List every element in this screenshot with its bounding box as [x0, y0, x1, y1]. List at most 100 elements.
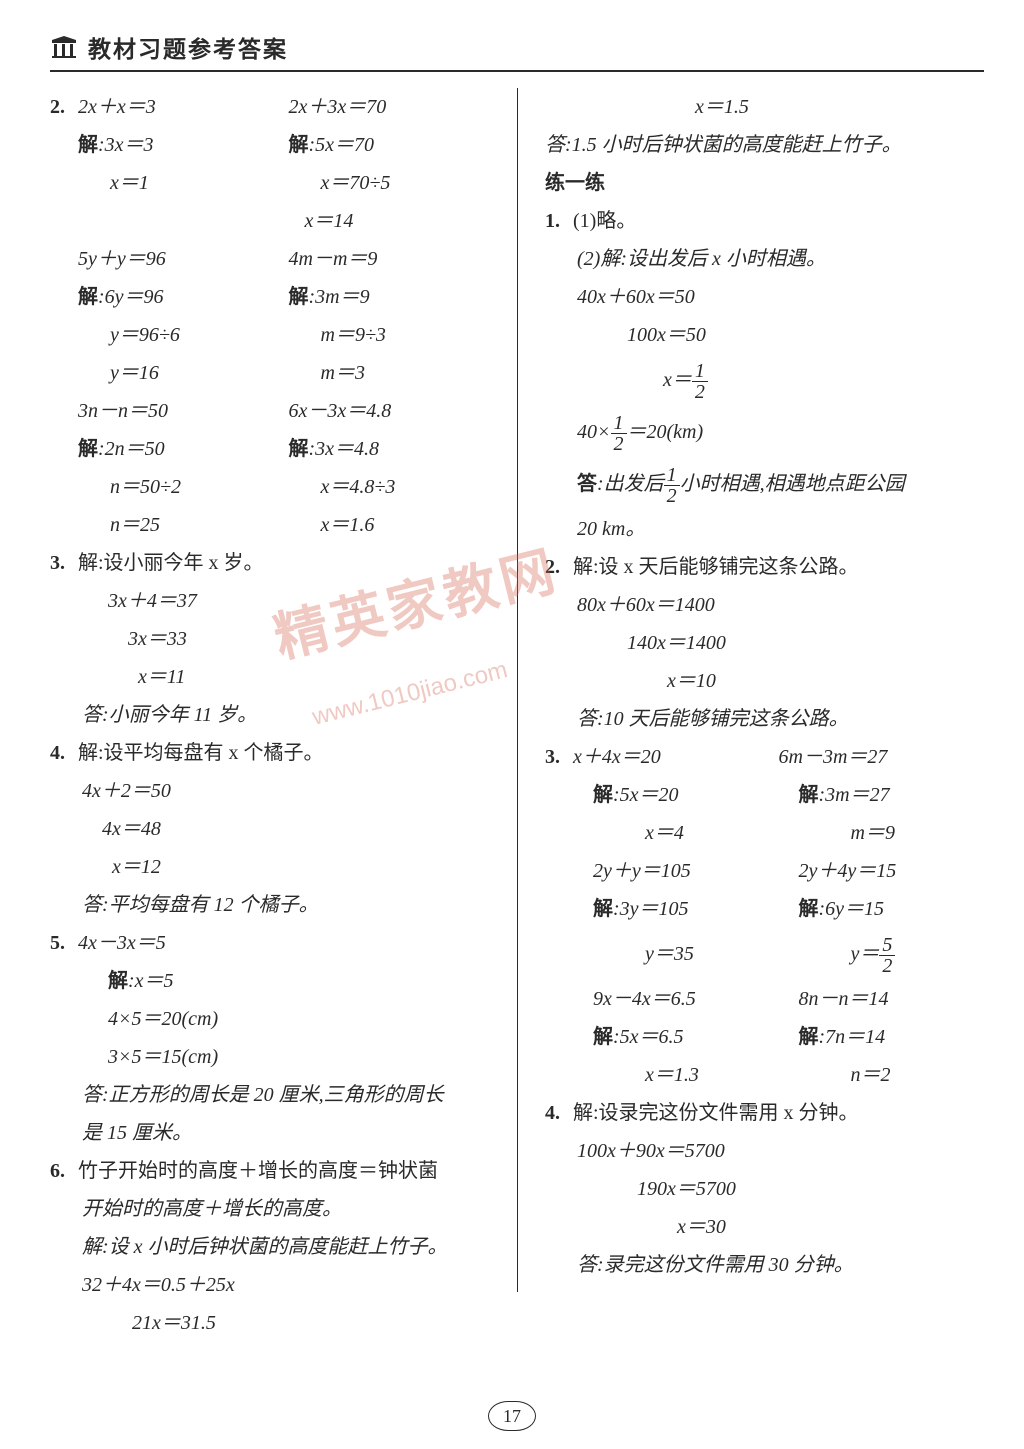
eq: y＝96÷6	[78, 316, 289, 354]
qnum: 4.	[545, 1094, 573, 1132]
eq: 6m－3m＝27	[779, 738, 985, 776]
column-divider	[517, 88, 518, 1292]
eq: 3n－n＝50	[78, 392, 289, 430]
eq: n＝25	[78, 506, 289, 544]
eq: x＝1.3	[573, 1056, 779, 1094]
eq: 3×5＝15(cm)	[50, 1038, 499, 1076]
qnum-6: 6.	[50, 1152, 78, 1190]
answer: 答:10 天后能够铺完这条公路。	[545, 700, 984, 738]
eq: x＝30	[545, 1208, 984, 1246]
qnum-2: 2.	[50, 88, 78, 126]
problem-4: 4.解:设平均每盘有 x 个橘子。	[50, 734, 499, 772]
eq: 40×	[577, 421, 611, 443]
problem-3: 3.解:设小丽今年 x 岁。	[50, 544, 499, 582]
text: (2)解:设出发后 x 小时相遇。	[545, 240, 984, 278]
eq: x＝11	[50, 658, 499, 696]
frac-n: 1	[664, 465, 680, 486]
text: 解:设 x 小时后钟状菌的高度能赶上竹子。	[50, 1228, 499, 1266]
eq: y＝	[851, 943, 880, 965]
eq: x＝1	[78, 164, 289, 202]
section-heading: 练一练	[545, 164, 984, 202]
columns: 2. 2x＋x＝32x＋3x＝70 解解:3x＝3:3x＝3解:5x＝70 x＝…	[50, 88, 984, 1342]
frac-n: 5	[879, 935, 895, 956]
eq-row: n＝25x＝1.6	[50, 506, 499, 544]
eq: x＝4.8÷3	[289, 468, 500, 506]
eq: x＝14	[273, 202, 500, 240]
eq-row: 解:2n＝50解:3x＝4.8	[50, 430, 499, 468]
page-header: 教材习题参考答案	[50, 30, 984, 72]
eq-row: x＝1x＝70÷5	[50, 164, 499, 202]
page-number: 17	[488, 1401, 536, 1431]
eq: n＝2	[779, 1056, 985, 1094]
answer: 答:出发后12小时相遇,相遇地点距公园	[545, 458, 984, 510]
r-problem-2: 2.解:设 x 天后能够铺完这条公路。	[545, 548, 984, 586]
eq: 4m－m＝9	[289, 240, 500, 278]
text: (1)略。	[573, 202, 636, 240]
right-column: x＝1.5 答:1.5 小时后钟状菌的高度能赶上竹子。 练一练 1.(1)略。 …	[517, 88, 984, 1342]
gate-icon	[50, 36, 78, 58]
eq: x＝4	[573, 814, 779, 852]
eq: 40×12＝20(km)	[545, 406, 984, 458]
text: 解:设录完这份文件需用 x 分钟。	[573, 1094, 859, 1132]
eq: 3x＝33	[50, 620, 499, 658]
eq: x＝	[663, 369, 692, 391]
answer: 是 15 厘米。	[50, 1114, 499, 1152]
eq: 140x＝1400	[545, 624, 984, 662]
r-problem-4: 4.解:设录完这份文件需用 x 分钟。	[545, 1094, 984, 1132]
answer: 20 km。	[545, 510, 984, 548]
answer: 答:正方形的周长是 20 厘米,三角形的周长	[50, 1076, 499, 1114]
eq: 6x－3x＝4.8	[289, 392, 500, 430]
frac-d: 2	[879, 956, 895, 976]
text: 解:设小丽今年 x 岁。	[78, 544, 264, 582]
eq: 4x＝48	[50, 810, 499, 848]
qnum-5: 5.	[50, 924, 78, 962]
eq: y＝16	[78, 354, 289, 392]
eq-row: n＝50÷2x＝4.8÷3	[50, 468, 499, 506]
eq: 4×5＝20(cm)	[50, 1000, 499, 1038]
eq: 190x＝5700	[545, 1170, 984, 1208]
eq: ＝20(km)	[627, 421, 704, 443]
eq: x＝12	[50, 848, 499, 886]
eq-row: 3n－n＝506x－3x＝4.8	[50, 392, 499, 430]
eq: y＝35	[573, 928, 779, 980]
problem-2: 2. 2x＋x＝32x＋3x＝70	[50, 88, 499, 126]
eq-row: x＝4m＝9	[545, 814, 984, 852]
eq: 解:x＝5	[50, 962, 499, 1000]
answer: 答:1.5 小时后钟状菌的高度能赶上竹子。	[545, 126, 984, 164]
problem-5: 5.4x－3x＝5	[50, 924, 499, 962]
answer: 答:平均每盘有 12 个橘子。	[50, 886, 499, 924]
eq-row: 2y＋y＝1052y＋4y＝15	[545, 852, 984, 890]
frac-d: 2	[611, 434, 627, 454]
eq: 21x＝31.5	[50, 1304, 499, 1342]
left-column: 2. 2x＋x＝32x＋3x＝70 解解:3x＝3:3x＝3解:5x＝70 x＝…	[50, 88, 517, 1342]
qnum-3: 3.	[50, 544, 78, 582]
qnum: 1.	[545, 202, 573, 240]
eq: 4x－3x＝5	[78, 924, 166, 962]
answer: 答:录完这份文件需用 30 分钟。	[545, 1246, 984, 1284]
eq: 100x＝50	[545, 316, 984, 354]
eq-row: 解:5x＝6.5解:7n＝14	[545, 1018, 984, 1056]
problem-6: 6.竹子开始时的高度＋增长的高度＝钟状菌	[50, 1152, 499, 1190]
eq: n＝50÷2	[78, 468, 289, 506]
eq-row: 5y＋y＝964m－m＝9	[50, 240, 499, 278]
qnum: 2.	[545, 548, 573, 586]
r-problem-3: 3. x＋4x＝206m－3m＝27	[545, 738, 984, 776]
frac-d: 2	[664, 486, 680, 506]
eq-row: x＝14	[50, 202, 499, 240]
eq: x＝1.5	[545, 88, 984, 126]
eq-row: 解解:3x＝3:3x＝3解:5x＝70	[50, 126, 499, 164]
text: 竹子开始时的高度＋增长的高度＝钟状菌	[78, 1152, 438, 1190]
text: 解:设 x 天后能够铺完这条公路。	[573, 548, 859, 586]
eq-row: y＝96÷6m＝9÷3	[50, 316, 499, 354]
eq-row: y＝16m＝3	[50, 354, 499, 392]
qnum: 3.	[545, 738, 573, 776]
frac-n: 1	[692, 361, 708, 382]
eq: m＝3	[289, 354, 500, 392]
r-problem-1: 1.(1)略。	[545, 202, 984, 240]
eq: x＝12	[545, 354, 984, 406]
eq: x＝70÷5	[289, 164, 500, 202]
eq-row: 解:3y＝105解:6y＝15	[545, 890, 984, 928]
eq: 2x＋3x＝70	[289, 88, 500, 126]
frac-d: 2	[692, 382, 708, 402]
eq-row: x＝1.3n＝2	[545, 1056, 984, 1094]
